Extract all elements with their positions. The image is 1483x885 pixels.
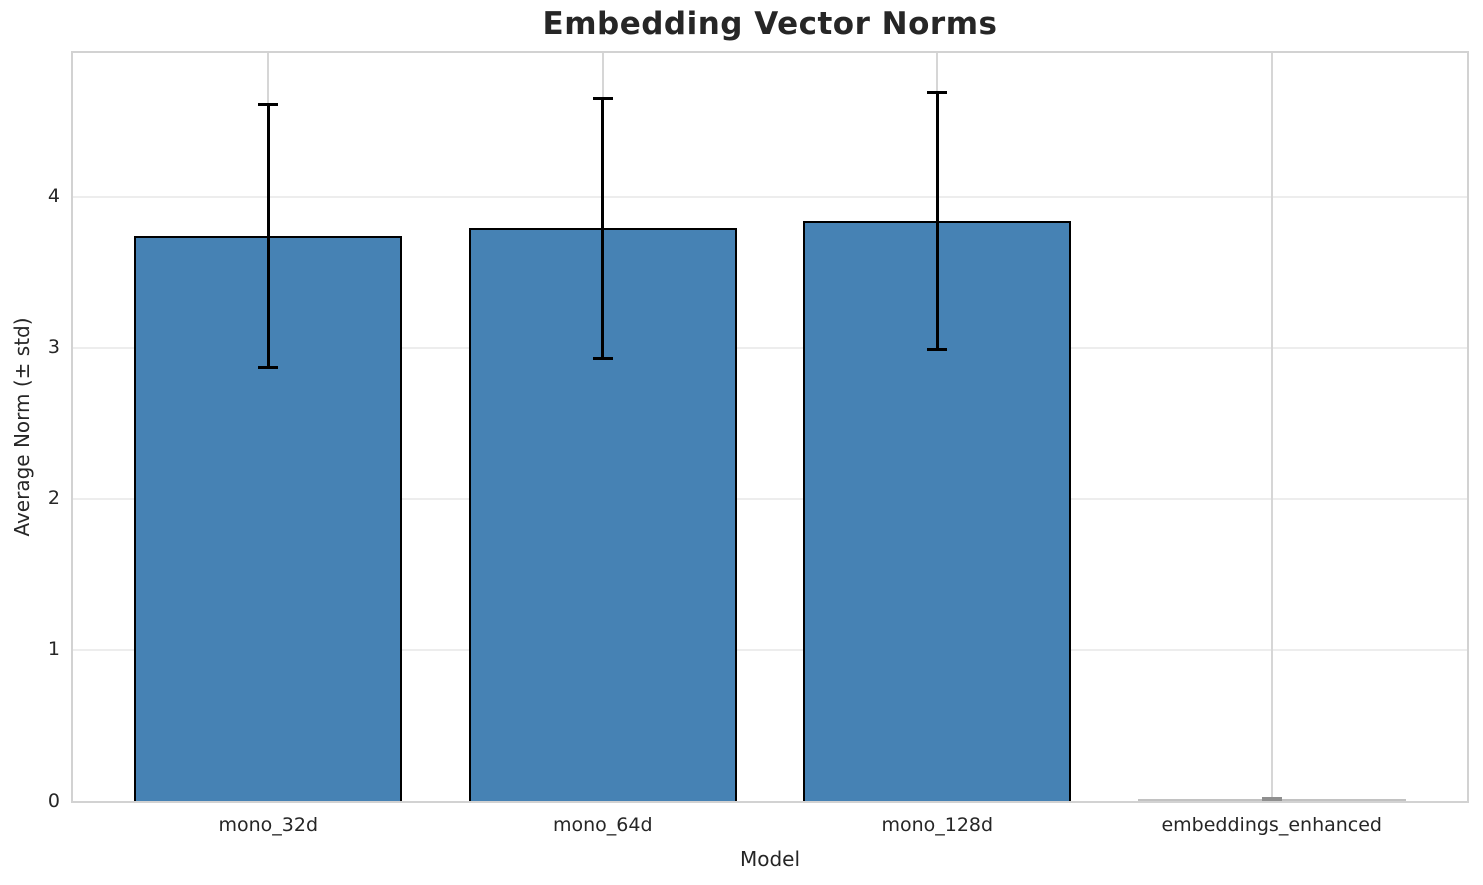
error-bar-cap-bottom-mono_128d (927, 347, 948, 351)
gridline-horizontal (73, 195, 1467, 198)
x-axis-label: Model (739, 847, 801, 871)
error-bar-cap-bottom-mono_64d (592, 356, 613, 360)
error-bar-cap-top-mono_128d (927, 90, 948, 94)
x-tick-label-embeddings_enhanced: embeddings_enhanced (1161, 814, 1382, 836)
error-bar-cap-top-mono_64d (592, 96, 613, 100)
y-tick-label: 3 (47, 336, 60, 359)
x-tick-label-mono_32d: mono_32d (218, 814, 319, 836)
chart-title: Embedding Vector Norms (542, 6, 998, 42)
error-bar-cap-embeddings_enhanced (1261, 797, 1282, 801)
x-tick-label-mono_64d: mono_64d (552, 814, 653, 836)
error-bar-stem-mono_64d (601, 98, 605, 359)
error-bar-cap-top-mono_32d (258, 102, 279, 106)
error-bar-stem-mono_32d (266, 104, 270, 368)
gridline-horizontal (73, 346, 1467, 349)
y-tick-label: 4 (47, 185, 60, 208)
y-tick-label: 0 (47, 789, 60, 812)
gridline-horizontal (73, 497, 1467, 500)
y-tick-label: 1 (47, 638, 60, 661)
gridline-horizontal (73, 648, 1467, 651)
error-bar-stem-mono_128d (935, 92, 939, 350)
x-tick-label-mono_128d: mono_128d (881, 814, 994, 836)
error-bar-cap-bottom-mono_32d (258, 365, 279, 369)
y-tick-label: 2 (47, 487, 60, 510)
gridline-vertical (1270, 53, 1273, 801)
plot-area (71, 51, 1469, 803)
